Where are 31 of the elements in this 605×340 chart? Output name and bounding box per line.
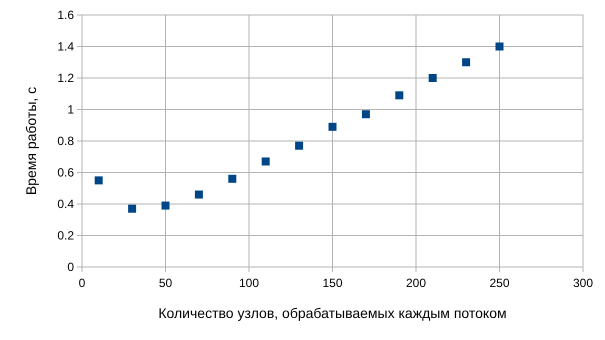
- point: [162, 202, 170, 210]
- point: [328, 122, 336, 131]
- y-tick-label: 1.6: [57, 8, 74, 22]
- y-tick-label: 0: [67, 260, 74, 274]
- point: [194, 190, 203, 199]
- point: [395, 91, 404, 100]
- point: [362, 110, 370, 118]
- point: [295, 142, 304, 150]
- y-tick-label: 1.4: [57, 40, 74, 54]
- point: [428, 74, 437, 82]
- point: [228, 174, 236, 183]
- y-tick-label: 0.2: [57, 228, 74, 243]
- y-tick-label: 0.8: [57, 134, 74, 148]
- point: [462, 58, 470, 66]
- y-tick-label: 0.4: [57, 197, 74, 212]
- point: [496, 42, 504, 50]
- x-tick-label: 0: [78, 276, 86, 290]
- x-tick-label: 50: [158, 276, 172, 290]
- x-tick-label: 200: [406, 276, 426, 290]
- y-axis-title: Время работы, с: [23, 86, 39, 196]
- x-tick-label: 250: [489, 276, 510, 290]
- point: [262, 157, 270, 166]
- x-tick-label: 100: [238, 276, 260, 290]
- point: [94, 176, 103, 184]
- y-tick-label: 1.2: [57, 71, 74, 86]
- point: [128, 204, 136, 213]
- x-tick-label: 150: [322, 276, 343, 290]
- x-tick-label: 300: [572, 276, 594, 290]
- y-tick-label: 0.6: [57, 166, 74, 180]
- y-tick-label: 1: [67, 102, 74, 117]
- x-axis-title: Количество узлов, обрабатываемых каждым потоком: [158, 305, 507, 321]
